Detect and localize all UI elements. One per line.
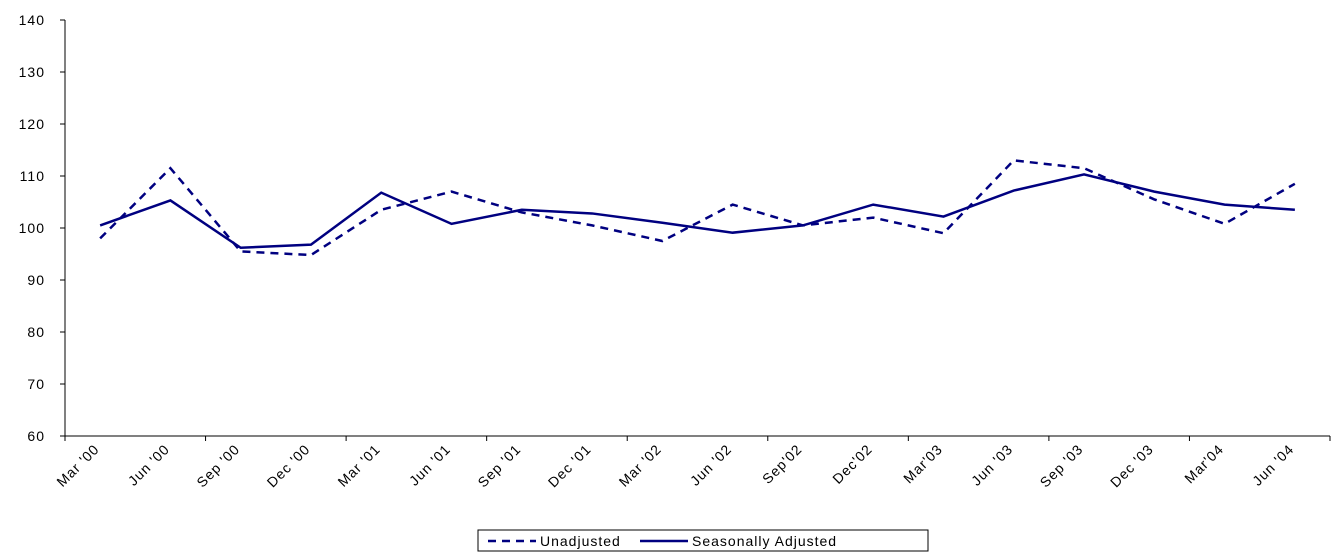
y-tick-label: 80	[27, 324, 45, 340]
x-tick-label: Mar '01	[334, 441, 383, 490]
x-tick-label: Dec '03	[1107, 441, 1157, 491]
x-tick-label: Dec '00	[264, 441, 314, 491]
x-tick-label: Mar '00	[53, 441, 102, 490]
x-tick-label: Sep '00	[193, 441, 243, 491]
series-line	[99, 173, 1295, 250]
x-tick-label: Jun '00	[125, 441, 173, 489]
legend-box	[477, 529, 929, 552]
y-tick-label: 60	[27, 428, 45, 444]
y-tick-label: 90	[27, 272, 45, 288]
x-tick-label: Dec'02	[829, 441, 875, 487]
x-tick-label: Jun '02	[687, 441, 735, 489]
y-tick-label: 110	[20, 168, 45, 184]
x-tick-label: Mar'04	[1181, 441, 1227, 487]
y-tick-label: 70	[27, 376, 45, 392]
x-tick-label: Dec '01	[545, 441, 595, 491]
y-tick-label: 140	[19, 12, 45, 28]
x-tick-label: Sep '01	[474, 441, 524, 491]
x-tick-label: Mar '02	[616, 441, 665, 490]
legend-label: Unadjusted	[540, 533, 621, 549]
x-tick-label: Sep '03	[1037, 441, 1087, 491]
x-tick-label: Jun '01	[406, 441, 454, 489]
x-tick-label: Jun '03	[968, 441, 1016, 489]
y-tick-label: 120	[19, 116, 45, 132]
legend-label: Seasonally Adjusted	[692, 533, 837, 549]
x-tick-label: Jun '04	[1249, 441, 1297, 489]
y-tick-label: 130	[19, 64, 45, 80]
series-line	[99, 159, 1296, 257]
x-tick-label: Sep'02	[759, 441, 805, 487]
y-tick-label: 100	[19, 220, 45, 236]
x-tick-label: Mar'03	[900, 441, 946, 487]
